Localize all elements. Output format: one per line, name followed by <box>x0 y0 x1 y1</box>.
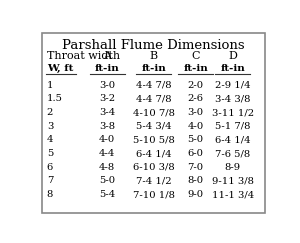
Text: 4: 4 <box>47 135 53 144</box>
Text: 5: 5 <box>47 149 53 158</box>
Text: 5-0: 5-0 <box>99 176 115 185</box>
Text: 5-4: 5-4 <box>99 190 116 199</box>
Text: 1.5: 1.5 <box>47 95 63 104</box>
Text: 6: 6 <box>47 163 53 172</box>
Text: 2-6: 2-6 <box>188 95 204 104</box>
Text: 3-8: 3-8 <box>99 122 115 131</box>
Text: 2: 2 <box>47 108 53 117</box>
Text: 3: 3 <box>47 122 53 131</box>
Text: A: A <box>103 51 111 61</box>
FancyBboxPatch shape <box>42 33 266 213</box>
Text: 4-0: 4-0 <box>188 122 204 131</box>
Text: 9-11 3/8: 9-11 3/8 <box>212 176 254 185</box>
Text: 2-9 1/4: 2-9 1/4 <box>215 81 250 90</box>
Text: 7-10 1/8: 7-10 1/8 <box>133 190 175 199</box>
Text: ft-in: ft-in <box>141 64 166 73</box>
Text: 11-1 3/4: 11-1 3/4 <box>212 190 254 199</box>
Text: 2-0: 2-0 <box>188 81 204 90</box>
Text: B: B <box>150 51 158 61</box>
Text: 3-11 1/2: 3-11 1/2 <box>212 108 254 117</box>
Text: 6-0: 6-0 <box>188 149 204 158</box>
Text: W, ft: W, ft <box>47 64 73 73</box>
Text: 4-8: 4-8 <box>99 163 116 172</box>
Text: 9-0: 9-0 <box>188 190 204 199</box>
Text: 3-4: 3-4 <box>99 108 116 117</box>
Text: 5-0: 5-0 <box>188 135 204 144</box>
Text: 7: 7 <box>47 176 53 185</box>
Text: 3-0: 3-0 <box>99 81 115 90</box>
Text: ft-in: ft-in <box>220 64 245 73</box>
Text: Parshall Flume Dimensions: Parshall Flume Dimensions <box>62 39 245 52</box>
Text: 8: 8 <box>47 190 53 199</box>
Text: C: C <box>191 51 200 61</box>
Text: 4-10 7/8: 4-10 7/8 <box>133 108 175 117</box>
Text: D: D <box>228 51 237 61</box>
Text: 3-4 3/8: 3-4 3/8 <box>215 95 250 104</box>
Text: 6-4 1/4: 6-4 1/4 <box>215 135 250 144</box>
Text: 8-9: 8-9 <box>225 163 241 172</box>
Text: 4-4 7/8: 4-4 7/8 <box>136 81 172 90</box>
Text: 3-0: 3-0 <box>188 108 204 117</box>
Text: 8-0: 8-0 <box>188 176 204 185</box>
Text: 5-10 5/8: 5-10 5/8 <box>133 135 175 144</box>
Text: 6-10 3/8: 6-10 3/8 <box>133 163 175 172</box>
Text: ft-in: ft-in <box>95 64 120 73</box>
Text: 3-2: 3-2 <box>99 95 115 104</box>
Text: ft-in: ft-in <box>183 64 208 73</box>
Text: 7-4 1/2: 7-4 1/2 <box>136 176 172 185</box>
Text: Throat width: Throat width <box>47 51 120 61</box>
Text: 4-4: 4-4 <box>99 149 116 158</box>
Text: 7-6 5/8: 7-6 5/8 <box>215 149 250 158</box>
Text: 4-0: 4-0 <box>99 135 116 144</box>
Text: 7-0: 7-0 <box>188 163 204 172</box>
Text: 6-4 1/4: 6-4 1/4 <box>136 149 172 158</box>
Text: 1: 1 <box>47 81 53 90</box>
Text: 5-1 7/8: 5-1 7/8 <box>215 122 250 131</box>
Text: 5-4 3/4: 5-4 3/4 <box>136 122 172 131</box>
Text: 4-4 7/8: 4-4 7/8 <box>136 95 172 104</box>
